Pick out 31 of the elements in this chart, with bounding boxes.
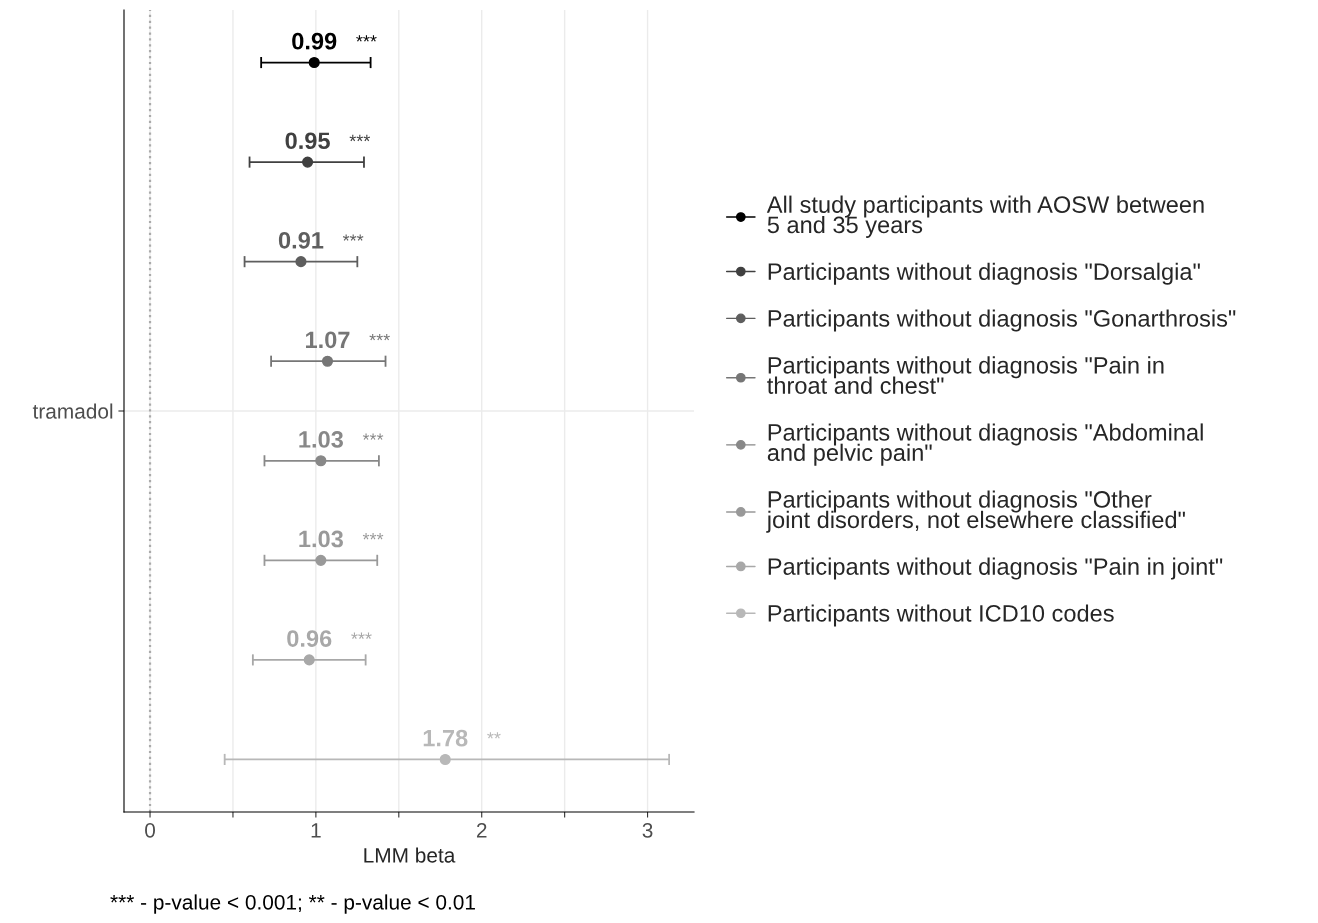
annotation: *** [356,35,377,42]
data-label: 0.99 [292,32,337,50]
annotation: *** [369,333,390,341]
annotation: *** [342,234,364,241]
legend-label: Participants without diagnosis "Dorsalgia" [768,262,1200,285]
data-label: 1.78 [423,729,468,747]
data-label: 0.96 [287,630,332,647]
x-axis-title: LMM beta [364,847,456,863]
x-tick-label: 3 [642,822,653,838]
legend-label: Participants without diagnosis "Pain in joint" [768,557,1223,580]
data-label: 0.95 [285,132,330,150]
x-tick-label: 2 [476,822,487,838]
y-tick-label: tramadol [32,403,113,419]
data-label: 1.07 [306,331,350,349]
text: *** - p-value < 0.001; ** - p-value < 0.01 [110,894,475,914]
data-label: 1.03 [299,530,343,548]
legend-label: Participants without diagnosis "Other joint disorders, not elsewhere classified" [766,490,1185,533]
x-tick-label: 0 [145,822,156,838]
data-label: 1.03 [299,431,343,448]
legend-label: Participants without ICD10 codes [768,604,1114,627]
legend-label: Participants without diagnosis "Abdominal and pelvic pain" [767,423,1203,466]
annotation: ** [487,732,501,739]
x-tick-label: 1 [311,823,321,838]
legend-label: Participants without diagnosis "Gonarthrosis" [768,309,1236,332]
annotation: *** [349,134,371,142]
legend-label: All study participants with AOSW between 5 and 35 years [766,195,1204,238]
annotation: *** [362,433,384,440]
annotation: *** [362,533,384,540]
legend-label: Participants without diagnosis "Pain in throat and chest" [767,356,1164,394]
data-label: 0.91 [278,231,324,249]
annotation: *** [351,632,372,639]
